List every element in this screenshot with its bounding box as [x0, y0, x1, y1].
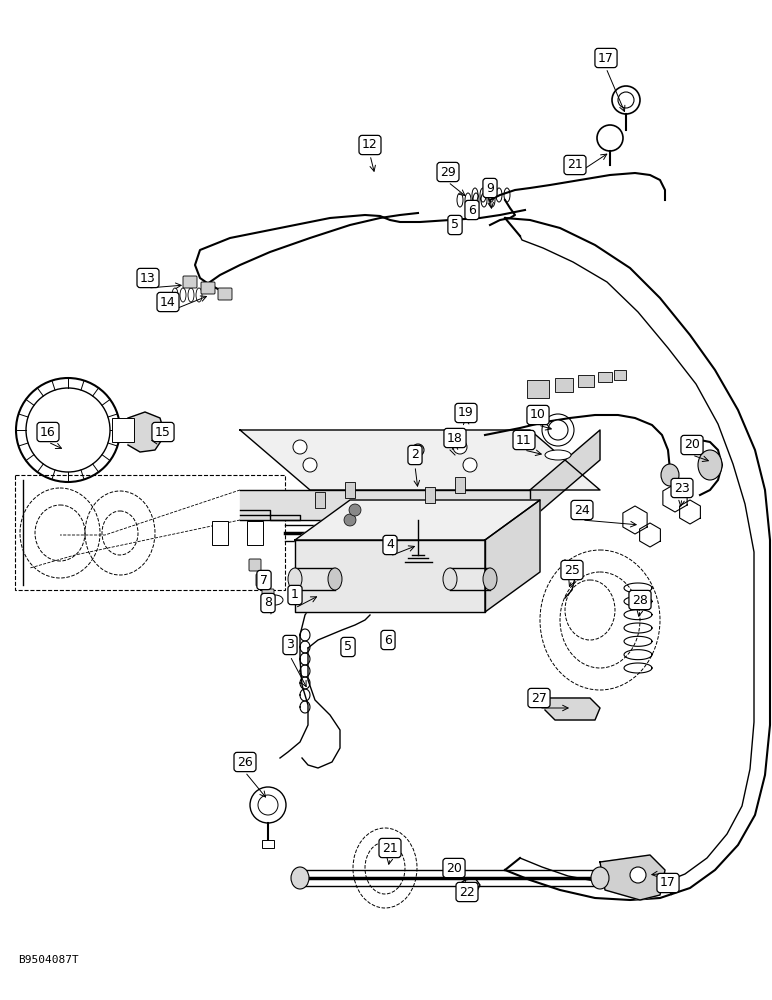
- Circle shape: [293, 440, 307, 454]
- Polygon shape: [240, 430, 600, 490]
- Circle shape: [548, 420, 568, 440]
- Circle shape: [453, 440, 467, 454]
- Bar: [212, 520, 228, 544]
- Ellipse shape: [661, 464, 679, 486]
- Polygon shape: [240, 490, 530, 520]
- Circle shape: [463, 458, 477, 472]
- Bar: [455, 477, 465, 493]
- Circle shape: [303, 458, 317, 472]
- Text: 9: 9: [486, 182, 494, 194]
- Text: 12: 12: [362, 138, 378, 151]
- Bar: [555, 378, 573, 392]
- Polygon shape: [128, 412, 165, 452]
- Polygon shape: [530, 430, 600, 520]
- Ellipse shape: [591, 867, 609, 889]
- FancyBboxPatch shape: [256, 574, 268, 586]
- Text: 29: 29: [440, 165, 456, 178]
- Bar: [315, 492, 325, 508]
- Text: 11: 11: [516, 434, 532, 446]
- Text: 22: 22: [459, 886, 475, 898]
- Text: 13: 13: [141, 271, 156, 284]
- Circle shape: [349, 504, 361, 516]
- FancyBboxPatch shape: [218, 288, 232, 300]
- Text: 1: 1: [291, 588, 299, 601]
- Bar: [15, 475, 285, 590]
- Bar: [112, 418, 134, 442]
- Text: 25: 25: [564, 564, 580, 576]
- Text: B9504087T: B9504087T: [18, 955, 79, 965]
- Bar: [345, 482, 355, 498]
- Ellipse shape: [288, 568, 302, 590]
- Polygon shape: [295, 540, 485, 612]
- Text: 17: 17: [598, 51, 614, 64]
- Text: 23: 23: [674, 482, 690, 494]
- Text: 4: 4: [386, 538, 394, 552]
- Ellipse shape: [443, 568, 457, 590]
- Text: 15: 15: [155, 426, 171, 438]
- Text: 7: 7: [260, 574, 268, 586]
- Text: 14: 14: [160, 296, 176, 308]
- Bar: [247, 520, 263, 544]
- Text: 8: 8: [264, 596, 272, 609]
- FancyBboxPatch shape: [262, 589, 274, 601]
- Text: 28: 28: [632, 593, 648, 606]
- Polygon shape: [545, 698, 600, 720]
- Circle shape: [344, 514, 356, 526]
- Text: 20: 20: [446, 861, 462, 874]
- Text: 6: 6: [384, 634, 392, 647]
- Text: 21: 21: [567, 158, 583, 172]
- Ellipse shape: [698, 450, 722, 480]
- Polygon shape: [600, 855, 665, 900]
- Circle shape: [630, 867, 646, 883]
- Text: 6: 6: [468, 204, 476, 217]
- Text: 18: 18: [447, 432, 463, 444]
- Bar: [527, 380, 549, 398]
- Text: 3: 3: [286, 639, 294, 652]
- Text: 24: 24: [574, 504, 590, 516]
- Bar: [598, 372, 612, 382]
- Text: 2: 2: [411, 448, 419, 462]
- Text: 17: 17: [660, 876, 676, 890]
- Ellipse shape: [545, 450, 571, 460]
- Ellipse shape: [483, 568, 497, 590]
- FancyBboxPatch shape: [183, 276, 197, 288]
- FancyBboxPatch shape: [249, 559, 261, 571]
- FancyBboxPatch shape: [201, 282, 215, 294]
- Bar: [578, 375, 594, 387]
- Polygon shape: [295, 500, 540, 540]
- Bar: [614, 370, 626, 380]
- Text: 10: 10: [530, 408, 546, 422]
- Bar: [425, 487, 435, 503]
- Text: 5: 5: [451, 219, 459, 232]
- Bar: [262, 840, 274, 848]
- Text: 19: 19: [458, 406, 474, 420]
- Text: 21: 21: [382, 842, 398, 854]
- Polygon shape: [485, 500, 540, 612]
- Text: 27: 27: [531, 692, 547, 704]
- Ellipse shape: [328, 568, 342, 590]
- Text: 26: 26: [237, 756, 253, 768]
- Text: 16: 16: [40, 426, 56, 438]
- Ellipse shape: [291, 867, 309, 889]
- Text: 5: 5: [344, 641, 352, 654]
- Text: 20: 20: [684, 438, 700, 452]
- Ellipse shape: [267, 595, 283, 605]
